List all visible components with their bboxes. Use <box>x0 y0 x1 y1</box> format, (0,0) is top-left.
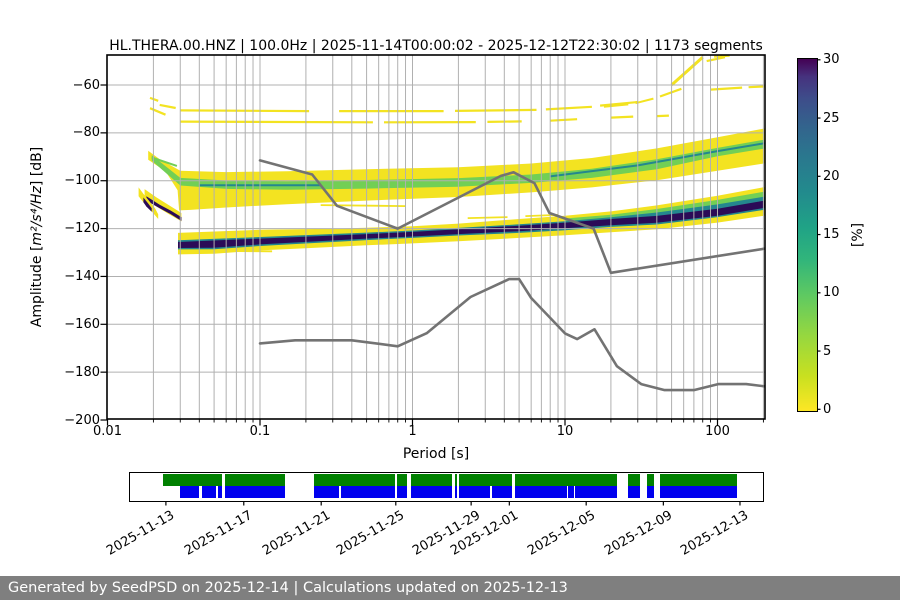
psd-streak-18 <box>656 114 669 118</box>
timeline-gap <box>456 473 459 498</box>
psd-streak-13 <box>180 120 373 124</box>
psd-streak-22 <box>603 103 629 108</box>
nlnm-curve <box>258 277 765 392</box>
psd-band-left-edge-blob-dark <box>143 197 152 212</box>
y-tick-label: −120 <box>64 221 100 237</box>
timeline-gap <box>512 473 515 498</box>
timeline-gap <box>406 473 412 498</box>
timeline-gap <box>616 473 629 498</box>
psd-streak-21 <box>706 56 726 63</box>
psd-streak-1 <box>550 142 765 178</box>
footer-text: Generated by SeedPSD on 2025-12-14 | Cal… <box>8 580 568 596</box>
psd-streak-19 <box>670 56 704 87</box>
x-tick-label: 100 <box>705 424 730 439</box>
psd-streak-12 <box>149 107 166 116</box>
x-tick-label: 0.1 <box>249 424 271 439</box>
psd-streak-2 <box>151 156 178 167</box>
colorbar-tick-label: 15 <box>823 227 840 243</box>
timeline-gap <box>639 473 648 498</box>
colorbar-label: [%] <box>850 222 866 248</box>
y-tick-label: −60 <box>72 77 100 93</box>
psd-streak-16 <box>550 118 578 122</box>
psd-streak-20 <box>659 87 682 98</box>
colorbar-tick-label: 10 <box>823 285 840 301</box>
x-axis-label: Period [s] <box>402 446 470 462</box>
psd-band-mode-band-dark <box>178 200 765 248</box>
x-tick-label: 0.01 <box>93 424 122 439</box>
colorbar-tick-label: 25 <box>823 110 840 126</box>
timeline-gap <box>284 473 314 498</box>
psd-streak-9 <box>599 100 638 107</box>
timeline-gap-blue <box>215 485 219 498</box>
y-tick-label: −200 <box>64 412 100 428</box>
timeline-gap <box>451 473 456 498</box>
psd-streak-23 <box>635 97 654 105</box>
psd-streak-25 <box>199 249 273 253</box>
timeline-gap-blue <box>490 485 493 498</box>
y-tick-label: −100 <box>64 173 100 189</box>
psd-band-mode-band-green <box>565 191 765 223</box>
colorbar-tick-label: 20 <box>823 168 840 184</box>
footer-bar: Generated by SeedPSD on 2025-12-14 | Cal… <box>0 576 900 600</box>
timeline-gap <box>222 473 225 498</box>
nhnm-curve <box>258 159 765 275</box>
colorbar-tick-label: 0 <box>823 401 832 417</box>
timeline-gap-blue <box>573 485 576 498</box>
timeline-gap <box>654 473 661 498</box>
x-tick-label: 10 <box>556 424 574 439</box>
availability-timeline <box>129 472 764 502</box>
y-tick-label: −180 <box>64 364 100 380</box>
plot-area <box>107 55 765 419</box>
colorbar-tick-label: 30 <box>823 52 840 68</box>
psd-streak-7 <box>454 108 537 112</box>
plot-border <box>106 54 766 420</box>
psd-streak-4 <box>159 103 176 110</box>
timeline-green-bar <box>163 473 738 486</box>
psd-streak-24 <box>320 204 406 207</box>
psd-streak-10 <box>710 86 743 91</box>
plot-title: HL.THERA.00.HNZ | 100.0Hz | 2025-11-14T0… <box>109 38 763 54</box>
timeline-gap-blue <box>199 485 202 498</box>
psd-streak-5 <box>180 109 310 113</box>
psd-band-short-period-hook-dark <box>146 196 182 221</box>
y-tick-label: −140 <box>64 268 100 284</box>
y-tick-label: −80 <box>72 125 100 141</box>
psd-streak-17 <box>610 115 634 119</box>
y-tick-label: −160 <box>64 316 100 332</box>
psd-streak-26 <box>467 216 508 219</box>
psd-streak-3 <box>149 96 159 102</box>
timeline-gap-blue <box>566 485 569 498</box>
timeline-blue-bar <box>179 485 738 498</box>
psd-streak-28 <box>714 55 730 58</box>
timeline-gap <box>394 473 398 498</box>
colorbar-gradient <box>797 58 818 412</box>
colorbar-tick-label: 5 <box>823 343 832 359</box>
psd-streak-8 <box>545 105 592 111</box>
timeline-gap-blue <box>339 485 342 498</box>
psd-band-broad-band-yellow <box>148 128 765 211</box>
x-tick-label: 1 <box>408 424 417 439</box>
